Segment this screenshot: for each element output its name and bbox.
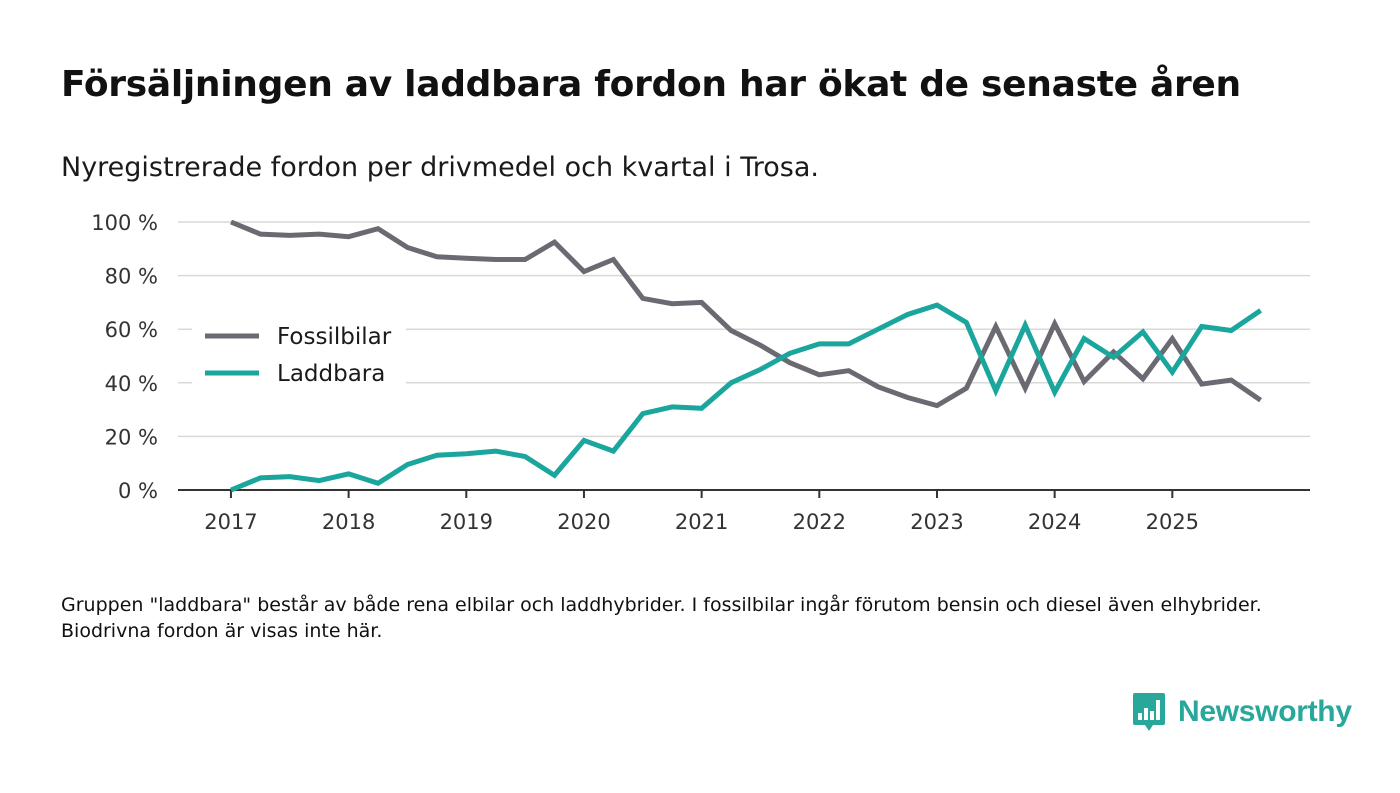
y-tick-label: 80 % bbox=[105, 265, 158, 289]
legend-label-laddbara: Laddbara bbox=[277, 361, 385, 387]
newsworthy-logo[interactable]: Newsworthy bbox=[1132, 690, 1352, 734]
x-tick-label: 2022 bbox=[793, 510, 846, 534]
legend-label-fossilbilar: Fossilbilar bbox=[277, 324, 392, 350]
x-tick-label: 2020 bbox=[557, 510, 610, 534]
legend: Fossilbilar Laddbara bbox=[192, 318, 406, 398]
x-tick-label: 2024 bbox=[1028, 510, 1081, 534]
series-line-fossilbilar bbox=[230, 219, 1263, 409]
x-tick-label: 2018 bbox=[322, 510, 375, 534]
newsworthy-logo-text: Newsworthy bbox=[1178, 695, 1352, 728]
line-chart: 0 % 20 % 40 % 60 % 80 % 100 % 2017 2018 2019 202… bbox=[91, 211, 1310, 534]
x-tick-label: 2021 bbox=[675, 510, 728, 534]
y-tick-label: 100 % bbox=[91, 211, 158, 235]
y-tick-label: 60 % bbox=[105, 318, 158, 342]
footnote: Gruppen "laddbara" består av både rena e… bbox=[61, 594, 1262, 642]
grid-lines bbox=[178, 221, 1310, 438]
x-tick-label: 2025 bbox=[1146, 510, 1199, 534]
y-tick-label: 0 % bbox=[118, 479, 158, 503]
newsworthy-logo-icon bbox=[1133, 693, 1165, 731]
y-tick-label: 40 % bbox=[105, 372, 158, 396]
x-tick-label: 2023 bbox=[910, 510, 963, 534]
y-axis: 0 % 20 % 40 % 60 % 80 % 100 % bbox=[91, 211, 158, 503]
x-tick-label: 2017 bbox=[204, 510, 257, 534]
series-line-laddbara bbox=[230, 302, 1263, 493]
chart-subtitle: Nyregistrerade fordon per drivmedel och … bbox=[61, 152, 819, 183]
x-tick-label: 2019 bbox=[440, 510, 493, 534]
x-axis: 2017 2018 2019 2020 2021 2022 2023 2024 2025 bbox=[178, 489, 1310, 534]
chart-title: Försäljningen av laddbara fordon har öka… bbox=[61, 64, 1241, 105]
y-tick-label: 20 % bbox=[105, 425, 158, 449]
series-lines bbox=[230, 219, 1263, 493]
